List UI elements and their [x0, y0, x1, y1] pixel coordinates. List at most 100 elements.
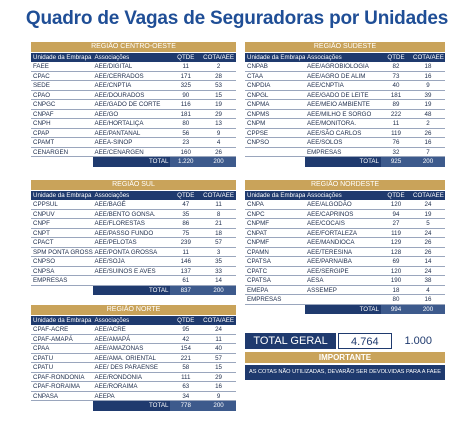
cell: 75	[182, 229, 190, 237]
cell: CNPC	[247, 210, 265, 218]
cell: 76	[392, 139, 400, 146]
cell: EMPRESAS	[33, 277, 68, 284]
cell: FAEE	[33, 63, 49, 70]
cell: CNPSO	[33, 258, 56, 265]
column-header: Unidade da Embrapa Associações QTDE COTA/AE…	[31, 53, 236, 62]
region-table: REGIÃO SUDESTE Unidade da Embrapa Associaç…	[245, 42, 445, 167]
table-row: CNPAT AEE/FORTALEZA 119 24	[245, 229, 445, 238]
cell: CENARGEN	[33, 148, 69, 156]
table-row: EMPRESAS 61 14	[31, 276, 236, 286]
cell: 19	[424, 101, 432, 108]
cell: AEE/PANTANAL	[94, 129, 141, 137]
table-row: CNPAB AEE/AGROBIOLOGIA 82 18	[245, 62, 445, 72]
table-row: CPATSA AEE/PARNAIBA 69 14	[245, 257, 445, 267]
total-geral-label: TOTAL GERAL	[245, 333, 337, 349]
table-row: CNPMS AEE/MILHO E SORGO 222 48	[245, 110, 445, 119]
cell: 11	[182, 63, 189, 70]
cell: CNPUV	[33, 210, 55, 218]
cell: 33	[215, 267, 222, 275]
table-row: EMEPA ASSEMEP 18 4	[245, 286, 445, 295]
cell: AEE/CNPTIA	[307, 82, 344, 89]
cell: 26	[424, 239, 432, 246]
cell: AEE/BAGÉ	[94, 201, 126, 208]
cell: AEE/HORTALIÇA	[94, 120, 144, 127]
column-label: Associações	[307, 54, 342, 61]
table-row: EMPRESAS 32 7	[245, 148, 445, 157]
cell: 56	[182, 129, 190, 137]
cell: CPAO	[33, 91, 51, 99]
cell: EMPRESAS	[247, 296, 282, 303]
cell: 86	[182, 220, 190, 227]
total-geral-qtde: 4.764	[338, 333, 392, 349]
column-label: Associações	[94, 317, 130, 324]
cell: AEE/AMAPÁ	[94, 335, 131, 343]
cell: CPAF-AMAPÁ	[33, 335, 73, 343]
cell: CNPH	[33, 120, 51, 127]
cell	[245, 305, 305, 315]
column-label: Associações	[94, 192, 130, 199]
cell: 3	[216, 248, 221, 256]
table-row: CNPMF AEE/COCAIS 27 5	[245, 219, 445, 229]
cell: AEE/GADO DE CORTE	[94, 101, 161, 108]
cell	[245, 157, 305, 167]
column-label: QTDE	[177, 54, 195, 61]
cell: 4	[216, 139, 221, 146]
cell: 190	[390, 277, 402, 284]
cell	[31, 157, 93, 167]
cell: 154	[180, 345, 191, 352]
table-row: CNPUV AEE/BENTO GONSA. 35 8	[31, 210, 236, 219]
table-row: CTAA AEE/AGRO DE ALIM 73 16	[245, 72, 445, 81]
cell	[31, 286, 93, 296]
cell: CNPMF	[247, 220, 269, 227]
note: AS COTAS NÃO UTILIZADAS, DEVARÃO SER DEV…	[245, 365, 445, 380]
cell: CNPMS	[247, 110, 270, 118]
cell: 120	[390, 201, 402, 208]
cell: AEE/SÃO CARLOS	[307, 129, 362, 137]
column-label: Unidade da Embrapa	[247, 192, 305, 199]
table-row: CNPM AEE/MONITORA. 11 2	[245, 119, 445, 129]
cell: CPPSUL	[33, 201, 58, 208]
cell: AEE/GADO DE LEITE	[307, 91, 369, 99]
cell: AEE/DIGITAL	[94, 63, 133, 70]
important: IMPORTANTE	[245, 352, 445, 363]
cell: 5	[426, 220, 430, 227]
cell: 120	[390, 267, 402, 275]
cell: 181	[390, 91, 402, 99]
cell: CPAF-RONDONIA	[33, 373, 85, 381]
cell: 11	[215, 201, 222, 208]
cell: 89	[392, 101, 400, 108]
cell: 160	[180, 148, 191, 156]
cell: 28	[215, 72, 222, 80]
region-table: REGIÃO CENTRO-OESTE Unidade da Embrapa Ass…	[31, 42, 236, 167]
cell: CPATU	[33, 364, 54, 371]
cell: 58	[182, 364, 190, 371]
table-row: CNPGL AEE/GADO DE LEITE 181 39	[245, 91, 445, 100]
cell: AEE/BENTO GONSA.	[94, 210, 156, 218]
cell: CPAP	[33, 129, 50, 137]
column-label: Unidade da Embrapa	[33, 317, 92, 324]
cell: 116	[180, 101, 191, 108]
cell: AEE/SOJA	[94, 258, 125, 265]
cell: CPATU	[33, 354, 54, 362]
column-label: QTDE	[387, 54, 405, 61]
cell: 57	[215, 239, 222, 246]
cell: 8	[216, 210, 221, 218]
table-row: CPAF-AMAPÁ AEE/AMAPÁ 42 11	[31, 335, 236, 344]
table-row: CPACT AEE/PELOTAS 239 57	[31, 238, 236, 248]
table-row: CNPDIA AEE/CNPTIA 40 9	[245, 81, 445, 91]
table-row: CNPC AEE/CAPRINOS 94 19	[245, 210, 445, 219]
cell: 18	[215, 229, 222, 237]
table-row: CPPSUL AEE/BAGÉ 47 11	[31, 200, 236, 210]
total-label: TOTAL	[92, 285, 171, 295]
cell: AEE/PASSO FUNDO	[94, 229, 154, 237]
table-row: CENARGEN AEE/CENARGEN 160 26	[31, 148, 236, 157]
column-label: QTDE	[177, 317, 195, 324]
cell: EMEPA	[247, 286, 269, 294]
column-label: COTA/AEE	[203, 317, 234, 324]
cell: AESA	[307, 277, 324, 284]
total-qtde: 837	[170, 285, 202, 295]
cell: CPATSA	[247, 258, 271, 265]
cell: 24	[424, 267, 432, 275]
cell: AEE/FLORESTAS	[94, 220, 145, 227]
cell: 40	[215, 345, 222, 352]
